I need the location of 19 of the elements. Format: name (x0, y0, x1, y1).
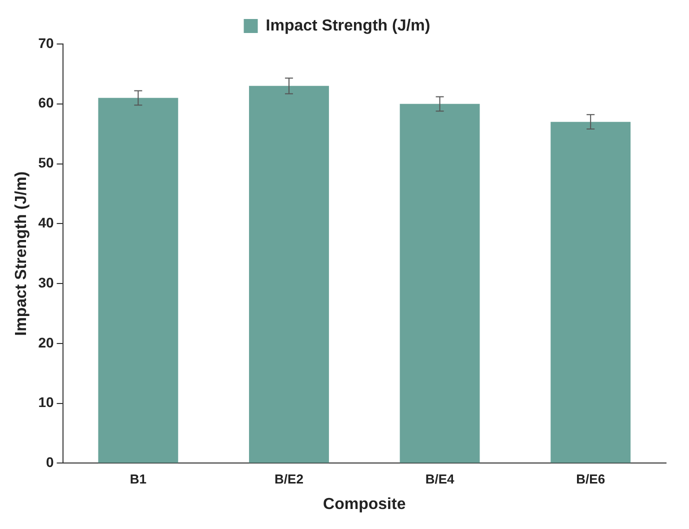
y-tick-label: 20 (38, 334, 54, 350)
bar (550, 122, 631, 463)
y-tick-label: 40 (38, 214, 54, 231)
y-tick-label: 70 (38, 34, 54, 51)
y-axis-title: Impact Strength (J/m) (13, 171, 30, 336)
y-tick-label: 50 (38, 154, 54, 171)
bar (98, 98, 178, 463)
x-tick-label: B/E6 (576, 472, 606, 487)
bar (249, 86, 329, 463)
x-tick-label: B1 (130, 472, 146, 487)
y-tick-label: 10 (38, 394, 54, 410)
y-tick-label: 60 (38, 94, 54, 111)
bar (400, 104, 480, 463)
legend-label: Impact Strength (J/m) (266, 17, 430, 34)
y-tick-label: 30 (38, 274, 54, 290)
y-tick-label: 0 (46, 454, 54, 470)
x-axis-title: Composite (323, 496, 406, 513)
x-tick-label: B/E2 (274, 472, 304, 487)
x-tick-label: B/E4 (425, 472, 456, 487)
